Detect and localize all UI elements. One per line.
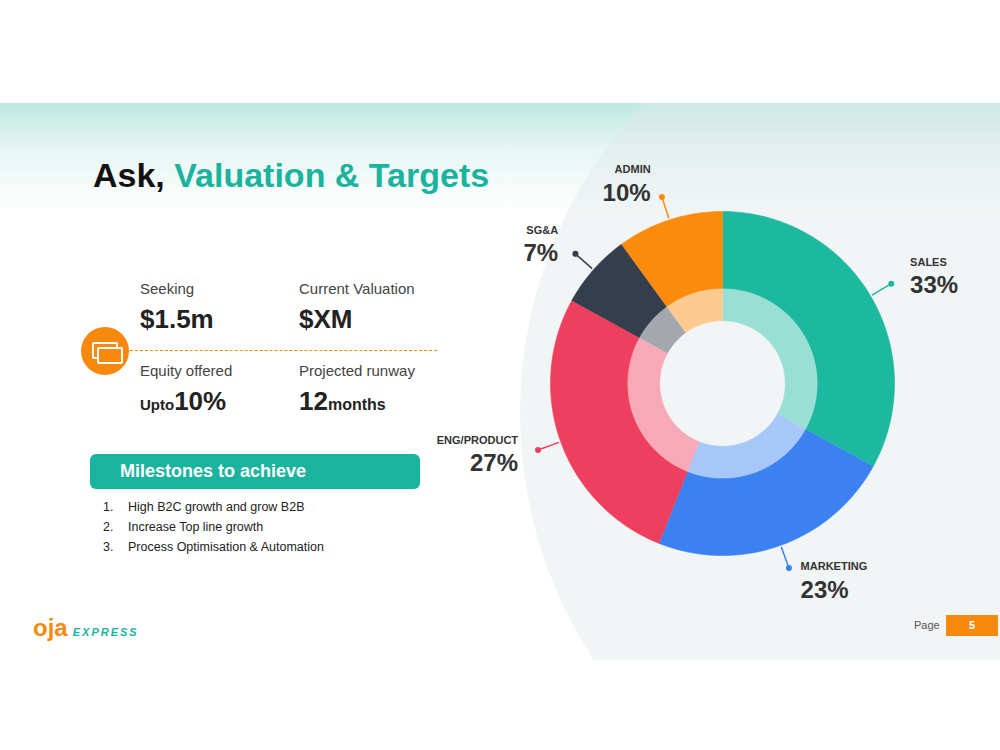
svg-text:ADMIN: ADMIN — [615, 163, 651, 175]
svg-text:MARKETING: MARKETING — [801, 560, 868, 572]
html-text:Milestones to achieve: Milestones to achieve — [120, 461, 307, 481]
html-text:Upto10%: Upto10% — [140, 386, 227, 416]
html-text:1.: 1. — [103, 500, 114, 514]
html-text:2.: 2. — [103, 520, 114, 534]
html-text:Increase Top line growth: Increase Top line growth — [128, 520, 264, 534]
html-text:oja: oja — [33, 614, 68, 641]
svg-text:27%: 27% — [470, 449, 518, 476]
svg-text:10%: 10% — [603, 179, 651, 206]
html-text:High B2C growth and grow B2B: High B2C growth and grow B2B — [128, 500, 305, 514]
html-text:$1.5m: $1.5m — [140, 304, 214, 334]
html-text:Equity offered: Equity offered — [140, 362, 233, 379]
html-text:Projected runway: Projected runway — [299, 362, 415, 379]
svg-text:SG&A: SG&A — [526, 224, 558, 236]
html-text:Current Valuation: Current Valuation — [299, 280, 415, 297]
html-text:Ask, Valuation & Targets: Ask, Valuation & Targets — [93, 156, 490, 194]
html-text:$XM: $XM — [299, 304, 353, 334]
html-text:12months: 12months — [299, 386, 386, 416]
html-text:Page: Page — [914, 619, 940, 631]
html-text:Seeking: Seeking — [140, 280, 195, 297]
html-text:Process Optimisation & Automat: Process Optimisation & Automation — [128, 540, 324, 554]
html-text:EXPRESS: EXPRESS — [67, 626, 139, 638]
svg-text:SALES: SALES — [910, 256, 947, 268]
html-text:5: 5 — [968, 619, 976, 631]
html-text:3.: 3. — [103, 540, 114, 554]
svg-text:23%: 23% — [801, 576, 849, 603]
svg-text:ENG/PRODUCT: ENG/PRODUCT — [437, 434, 519, 446]
svg-text:33%: 33% — [910, 271, 958, 298]
svg-text:7%: 7% — [523, 239, 558, 266]
